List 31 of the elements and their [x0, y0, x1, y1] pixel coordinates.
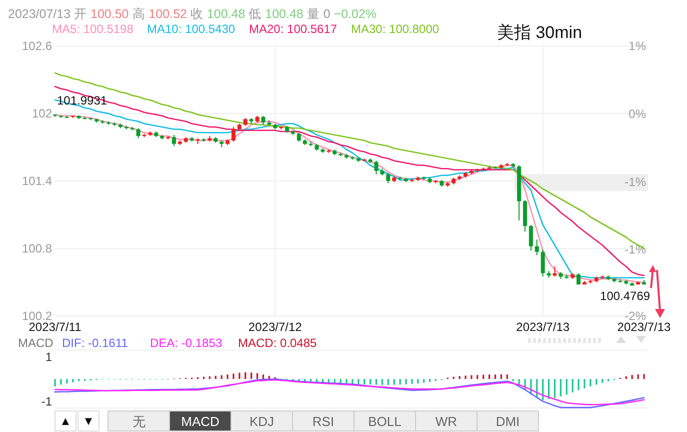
annotation: 100.4769: [600, 288, 650, 303]
y-tick-label: 102.6: [22, 39, 52, 54]
text: 无: [132, 414, 146, 429]
text: MACD: [181, 414, 220, 429]
text: MA30: 100.8000: [351, 22, 440, 36]
y-tick-label: -1: [41, 394, 52, 409]
y-tick-label: 101.4: [22, 174, 52, 188]
y2-tick-label: 0%: [628, 106, 646, 121]
y-tick-label: 102: [32, 106, 52, 121]
text: ▼: [82, 414, 94, 428]
x-tick-label: 2023/7/13: [516, 320, 570, 334]
y-tick-label: 100.8: [22, 242, 52, 256]
x-tick-label: 2023/7/12: [248, 320, 302, 334]
text: MA5: 100.5198: [52, 22, 134, 36]
text: MA10: 100.5430: [147, 22, 236, 36]
text: DMI: [496, 414, 520, 429]
text: ▲: [60, 414, 72, 428]
chart-title: 美指 30min: [497, 23, 582, 42]
text: DIF: -0.1611: [62, 336, 128, 350]
series-label: MACD: 0.0485: [238, 336, 318, 350]
text: BOLL: [368, 414, 402, 429]
text: WR: [435, 414, 458, 429]
y2-tick-label: -1%: [624, 174, 646, 189]
chart-title: MACD: [18, 336, 54, 350]
text: MA20: 100.5617: [249, 22, 338, 36]
text: 2023/07/13 开 100.50 高 100.52 收 100.48 低 100.48 量 0 −0.02%: [8, 7, 377, 21]
text: KDJ: [249, 414, 274, 429]
text: DEA: -0.1853: [150, 336, 222, 350]
y2-tick-label: 1%: [628, 39, 646, 54]
y-tick-label: 1: [45, 350, 52, 364]
text: RSI: [312, 414, 334, 429]
